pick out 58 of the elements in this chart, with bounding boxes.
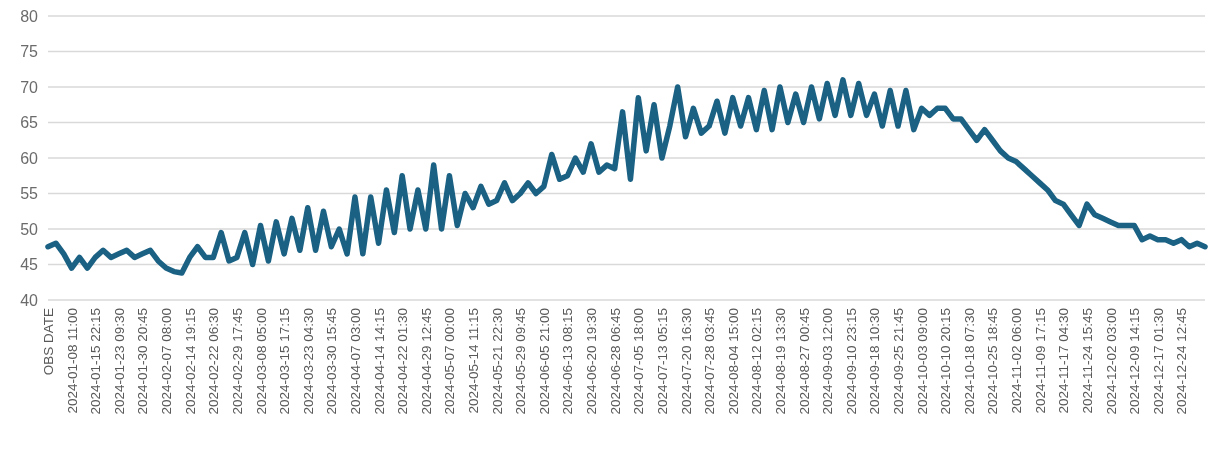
x-tick-label: 2024-06-13 08:15: [560, 308, 576, 415]
x-tick-label: 2024-06-28 06:45: [607, 308, 623, 415]
x-tick-label: 2024-03-15 17:15: [277, 308, 293, 415]
x-tick-label: 2024-12-24 12:45: [1174, 308, 1190, 415]
x-tick-label: 2024-02-22 06:30: [206, 308, 222, 415]
x-tick-label: 2024-08-12 02:15: [749, 308, 765, 415]
x-tick-label: 2024-09-03 12:00: [820, 308, 836, 415]
x-tick-label: 2024-05-29 09:45: [513, 308, 529, 415]
x-tick-label: 2024-01-15 22:15: [88, 308, 104, 415]
x-tick-label: 2024-08-27 00:45: [796, 308, 812, 415]
x-tick-label: 2024-10-25 18:45: [985, 308, 1001, 415]
y-tick-label: 45: [20, 256, 39, 274]
y-tick-label: 50: [20, 220, 39, 238]
x-tick-label: 2024-12-02 03:00: [1103, 308, 1119, 415]
x-tick-label: 2024-02-14 19:15: [182, 308, 198, 415]
x-tick-label: 2024-11-02 06:00: [1009, 308, 1025, 414]
x-tick-label: 2024-01-30 20:45: [135, 308, 151, 415]
x-tick-label: 2024-08-19 13:30: [772, 308, 788, 415]
x-tick-label: 2024-11-17 04:30: [1056, 308, 1072, 414]
y-tick-label: 40: [20, 291, 39, 309]
y-tick-label: 75: [20, 43, 39, 61]
x-tick-label: 2024-06-05 21:00: [536, 308, 552, 415]
x-tick-label: 2024-07-05 18:00: [631, 308, 647, 415]
x-tick-label: 2024-10-18 07:30: [961, 308, 977, 415]
x-tick-label: 2024-07-13 05:15: [654, 308, 670, 415]
x-tick-label: 2024-07-20 16:30: [678, 308, 694, 415]
x-tick-label: 2024-09-25 21:45: [891, 308, 907, 415]
x-tick-label: 2024-08-04 15:00: [725, 308, 741, 415]
x-tick-label: 2024-11-24 15:45: [1079, 308, 1095, 414]
x-tick-label: 2024-03-30 15:45: [324, 308, 340, 415]
x-tick-label: 2024-04-29 12:45: [418, 308, 434, 415]
y-tick-label: 70: [20, 78, 39, 96]
x-tick-label: 2024-12-17 01:30: [1150, 308, 1166, 415]
x-tick-label: OBS DATE: [41, 308, 56, 376]
y-tick-label: 60: [20, 149, 39, 167]
x-tick-label: 2024-09-18 10:30: [867, 308, 883, 415]
x-tick-label: 2024-02-07 08:00: [159, 308, 175, 415]
x-tick-label: 2024-06-20 19:30: [584, 308, 600, 415]
x-tick-label: 2024-03-23 04:30: [300, 308, 316, 415]
x-tick-label: 2024-05-14 11:15: [466, 308, 482, 414]
x-tick-label: 2024-01-23 09:30: [111, 308, 127, 415]
x-tick-label: 2024-11-09 17:15: [1032, 308, 1048, 414]
x-tick-label: 2024-01-08 11:00: [64, 308, 80, 414]
y-tick-label: 80: [20, 7, 39, 25]
x-tick-label: 2024-12-09 14:15: [1127, 308, 1143, 415]
x-tick-label: 2024-04-14 14:15: [371, 308, 387, 415]
x-tick-label: 2024-04-22 01:30: [395, 308, 411, 415]
x-tick-label: 2024-10-10 20:15: [938, 308, 954, 415]
x-tick-label: 2024-09-10 23:15: [843, 308, 859, 415]
y-tick-label: 55: [20, 185, 39, 203]
x-tick-label: 2024-05-07 00:00: [442, 308, 458, 415]
x-tick-label: 2024-10-03 09:00: [914, 308, 930, 415]
x-tick-label: 2024-03-08 05:00: [253, 308, 269, 415]
x-tick-label: 2024-04-07 03:00: [347, 308, 363, 415]
x-tick-label: 2024-07-28 03:45: [702, 308, 718, 415]
x-tick-label: 2024-02-29 17:45: [229, 308, 245, 415]
y-tick-label: 65: [20, 114, 39, 132]
x-tick-label: 2024-05-21 22:30: [489, 308, 505, 415]
